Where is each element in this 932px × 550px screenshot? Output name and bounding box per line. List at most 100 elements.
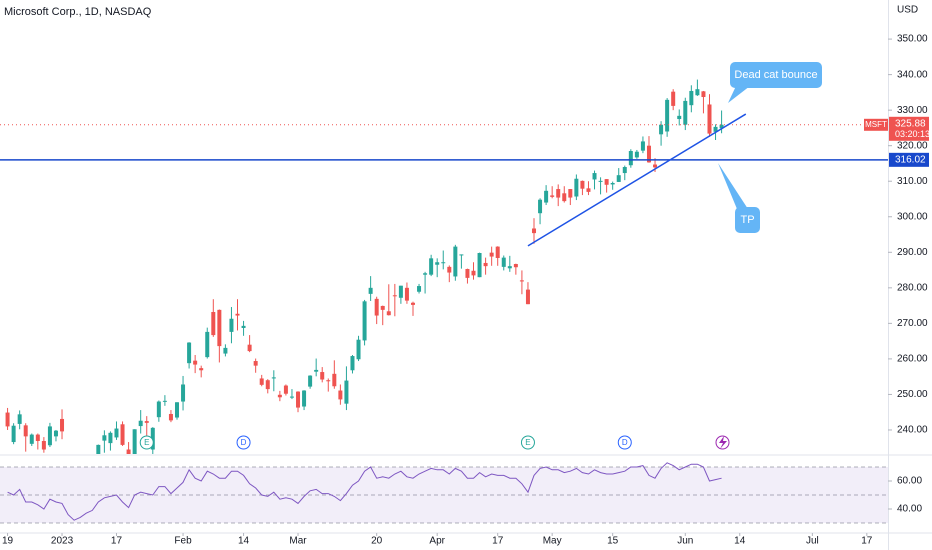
candle-body <box>229 318 234 332</box>
candle-body <box>465 268 470 278</box>
level-tag-label: 316.02 <box>895 154 926 165</box>
chart-title: Microsoft Corp., 1D, NASDAQ <box>4 6 152 18</box>
callout-pointer <box>718 163 748 209</box>
candle-body <box>580 180 585 189</box>
candle-body <box>441 262 446 264</box>
candle-body <box>253 361 258 366</box>
countdown-label: 03:20:13 <box>895 129 930 139</box>
candle-body <box>538 199 543 214</box>
candle-body <box>344 380 349 404</box>
y-tick-label: 240.00 <box>897 425 928 436</box>
candle-body <box>241 325 246 328</box>
candle-body <box>302 390 307 407</box>
candle-body <box>108 432 113 444</box>
candle-body <box>11 425 16 443</box>
price-pane <box>0 79 888 454</box>
candle-body <box>640 141 645 151</box>
candle-body <box>501 257 506 267</box>
candle-body <box>362 301 367 341</box>
currency: USD <box>897 5 918 16</box>
candle-body <box>471 270 476 276</box>
candle-body <box>265 380 270 390</box>
candle-body <box>671 91 676 106</box>
y-tick-label: 320.00 <box>897 140 928 151</box>
candle-body <box>417 286 422 292</box>
candle-body <box>356 339 361 360</box>
event-marker <box>715 435 730 450</box>
candle-body <box>314 369 319 372</box>
candle-body <box>689 90 694 106</box>
candle-body <box>386 311 391 316</box>
candle-body <box>646 145 651 163</box>
candle-body <box>628 151 633 166</box>
candle-body <box>483 262 488 267</box>
candle-body <box>556 189 561 198</box>
candle-body <box>532 228 537 234</box>
y-tick-label: 40.00 <box>897 504 922 515</box>
candle-body <box>586 188 591 192</box>
candle-body <box>604 179 609 185</box>
candle-body <box>489 252 494 257</box>
candle-body <box>398 285 403 298</box>
x-tick-label: 19 <box>2 536 14 547</box>
candle-body <box>598 180 603 182</box>
candle-body <box>174 402 179 418</box>
candle-body <box>162 400 167 402</box>
candle-body <box>659 124 664 135</box>
candle-body <box>616 175 621 182</box>
candle-body <box>150 427 155 450</box>
candle-body <box>53 430 58 437</box>
candle-body <box>495 246 500 258</box>
candle-body <box>435 262 440 265</box>
candle-body <box>544 190 549 203</box>
candle-body <box>247 344 252 352</box>
candle-body <box>29 434 34 444</box>
candle-body <box>156 401 161 418</box>
x-tick-label: Mar <box>289 536 307 547</box>
callout-pointer <box>728 86 750 103</box>
candle-body <box>513 264 518 268</box>
overlay: E D E D Dead cat bounce TP <box>139 62 822 450</box>
candle-body <box>410 302 415 305</box>
candle-body <box>550 195 555 197</box>
y-tick-label: 310.00 <box>897 176 928 187</box>
x-tick-label: 2023 <box>51 536 74 547</box>
candle-body <box>168 413 173 421</box>
candle-body <box>477 253 482 278</box>
candle-body <box>568 189 573 198</box>
event-marker <box>236 435 251 450</box>
rsi-pane <box>0 462 888 524</box>
candle-body <box>259 378 264 385</box>
candle-body <box>429 258 434 275</box>
candle-body <box>320 372 325 380</box>
candle-body <box>47 426 52 446</box>
callout-text: Dead cat bounce <box>734 69 817 81</box>
x-tick-label: Jul <box>806 536 819 547</box>
candle-body <box>277 394 282 398</box>
candle-body <box>144 421 149 423</box>
candle-body <box>719 124 724 129</box>
x-tick-label: 15 <box>607 536 619 547</box>
candle-body <box>114 428 119 438</box>
candle-body <box>308 375 313 387</box>
rsi-band <box>0 467 888 523</box>
candle-body <box>459 254 464 256</box>
candle-body <box>701 91 706 98</box>
candle-body <box>622 167 627 174</box>
candle-body <box>707 104 712 134</box>
candle-body <box>453 246 458 277</box>
x-tick-label: 17 <box>492 536 504 547</box>
x-tick-label: 14 <box>238 536 250 547</box>
candle-body <box>35 434 40 441</box>
candle-body <box>525 289 530 305</box>
y-tick-label: 280.00 <box>897 282 928 293</box>
x-tick-label: 17 <box>111 536 123 547</box>
candle-body <box>338 390 343 400</box>
candle-body <box>5 412 10 427</box>
y-tick-label: 270.00 <box>897 318 928 329</box>
price-tag <box>889 116 929 141</box>
candle-body <box>193 360 198 365</box>
candle-body <box>332 373 337 387</box>
event-label: E <box>525 438 530 447</box>
